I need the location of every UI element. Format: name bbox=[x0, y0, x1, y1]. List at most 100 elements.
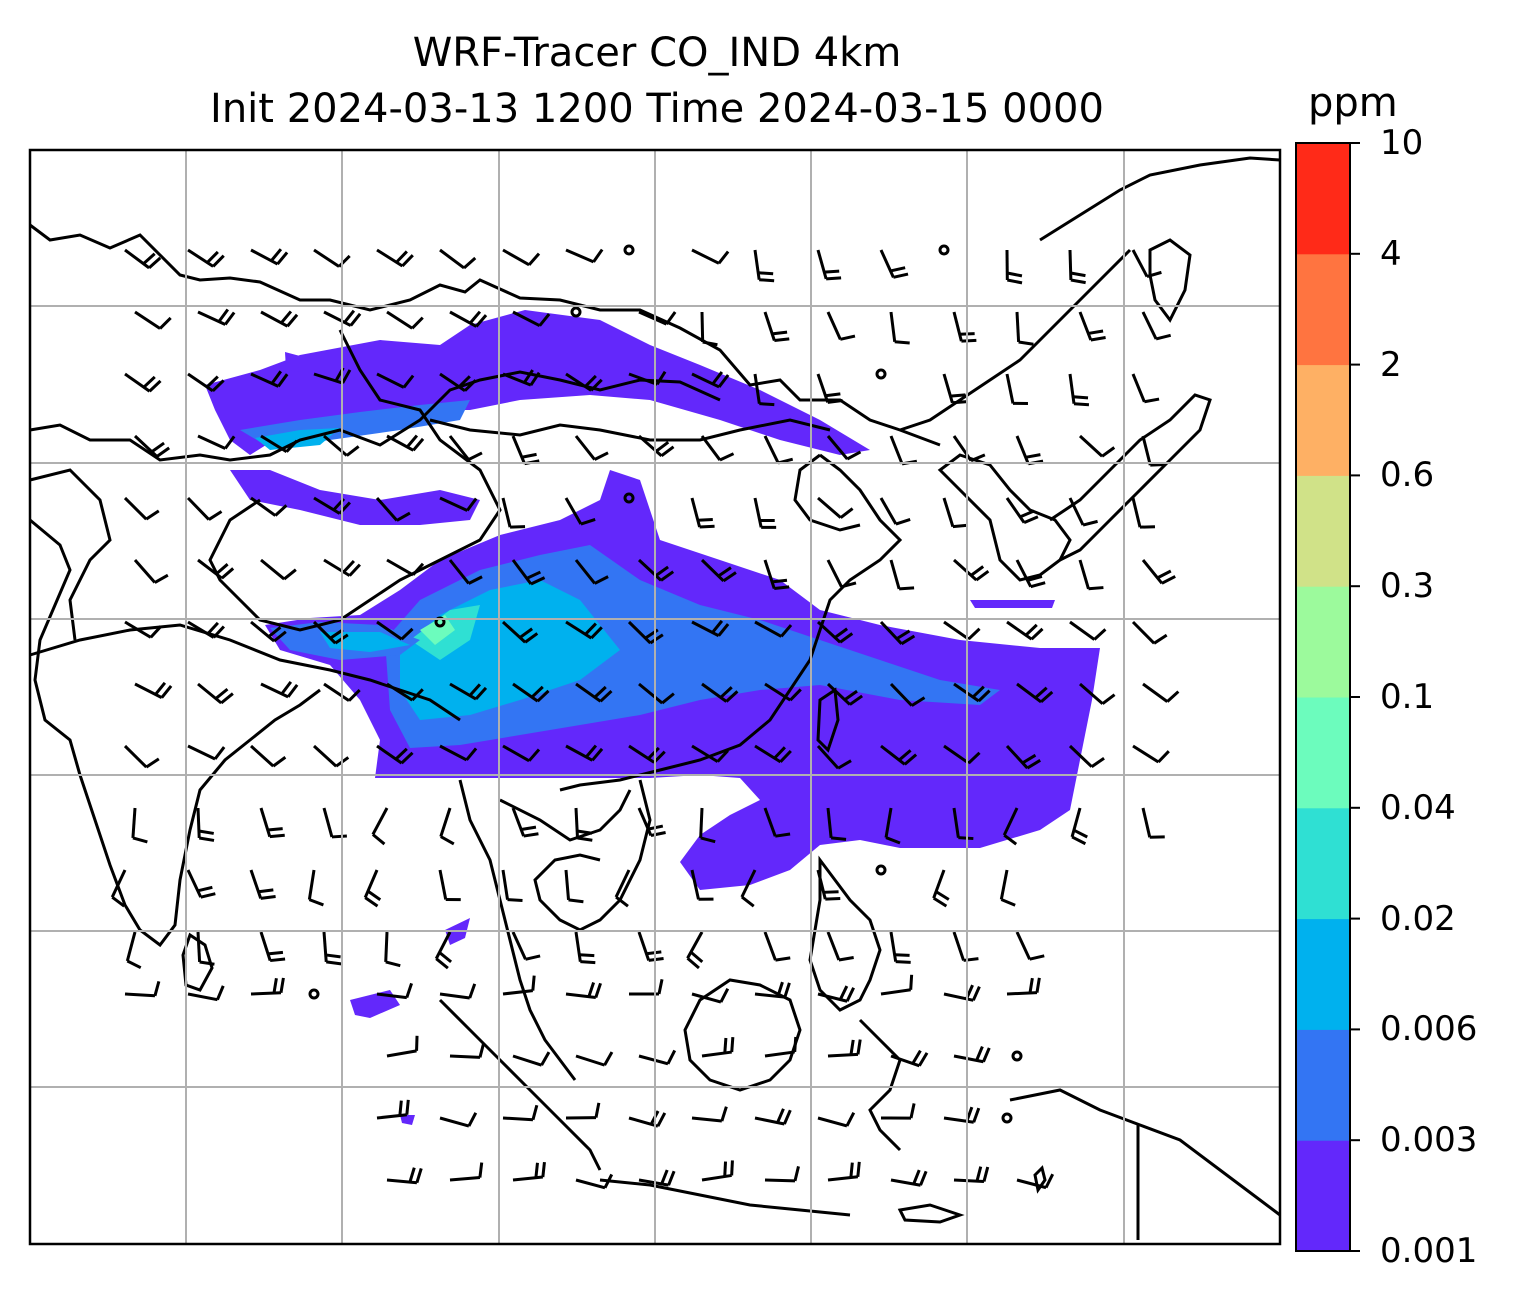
wind-barb bbox=[740, 869, 757, 908]
wind-barb bbox=[187, 248, 225, 268]
calm-wind-marker bbox=[308, 988, 320, 1000]
wind-barb bbox=[614, 869, 631, 908]
wind-barb bbox=[376, 372, 415, 389]
wind-barb bbox=[628, 370, 667, 386]
wind-barb bbox=[376, 1099, 410, 1120]
coast-india bbox=[29, 518, 321, 948]
plume-korea-streak bbox=[970, 600, 1055, 608]
wind-barb bbox=[1015, 435, 1044, 466]
wind-barb bbox=[637, 558, 675, 582]
wind-barb bbox=[322, 931, 342, 966]
wind-barb bbox=[133, 434, 171, 458]
wind-barb bbox=[1141, 311, 1172, 341]
wind-barb bbox=[386, 682, 424, 702]
wind-barb bbox=[384, 931, 401, 968]
coast-sumatra bbox=[438, 998, 602, 1171]
wind-barb bbox=[1005, 497, 1039, 525]
wind-barb bbox=[879, 249, 909, 279]
wind-barb bbox=[259, 931, 286, 963]
wind-barb bbox=[1005, 249, 1023, 285]
wind-barbs bbox=[110, 244, 1180, 1190]
coast-new-guinea bbox=[1009, 1088, 1281, 1217]
gridlines bbox=[30, 150, 1280, 1244]
wind-barb bbox=[753, 497, 777, 529]
wind-barb bbox=[879, 620, 916, 646]
wind-barb bbox=[700, 311, 718, 347]
wind-barb bbox=[124, 372, 162, 393]
wind-barb bbox=[952, 807, 974, 841]
wind-barb bbox=[889, 682, 926, 707]
wind-barb bbox=[439, 496, 478, 512]
wind-barb bbox=[952, 558, 990, 582]
coast-far-east bbox=[1039, 156, 1281, 242]
wind-barb bbox=[763, 311, 790, 342]
wind-barb bbox=[691, 371, 730, 389]
plume-north-band bbox=[205, 310, 870, 455]
wind-barb bbox=[565, 248, 604, 264]
wind-barb bbox=[260, 680, 299, 699]
plume-spc-spot bbox=[400, 1115, 415, 1125]
wind-barb bbox=[943, 1106, 981, 1124]
coast-far-east-2 bbox=[899, 248, 1132, 432]
wind-barb bbox=[691, 744, 729, 763]
colorbar-segment bbox=[1296, 1029, 1350, 1141]
calm-wind-marker bbox=[623, 492, 635, 504]
coast-java bbox=[599, 1178, 851, 1217]
wind-barb bbox=[943, 984, 981, 1002]
wind-barb bbox=[1078, 559, 1104, 591]
wind-barb bbox=[249, 869, 276, 900]
wind-barb bbox=[197, 434, 236, 450]
wind-barb bbox=[763, 931, 791, 962]
wind-barb bbox=[249, 744, 287, 768]
wind-barb bbox=[386, 310, 424, 330]
colorbar-segment bbox=[1296, 364, 1350, 476]
coast-timor bbox=[897, 1203, 965, 1224]
wind-barb bbox=[1070, 807, 1088, 846]
wind-barb bbox=[638, 1169, 676, 1187]
wind-barb bbox=[502, 369, 541, 387]
colorbar-tick-label: 10 bbox=[1380, 123, 1424, 163]
wind-barb bbox=[125, 931, 142, 970]
wind-barb bbox=[323, 682, 361, 702]
wind-barb bbox=[827, 1161, 861, 1182]
wind-barb bbox=[817, 985, 855, 1003]
coast-japan bbox=[1049, 393, 1212, 562]
wind-barb bbox=[1006, 620, 1044, 641]
wind-barb bbox=[307, 869, 324, 907]
wind-barb bbox=[1068, 249, 1086, 285]
wind-barb bbox=[827, 1039, 862, 1058]
wind-barb bbox=[448, 559, 483, 585]
wind-barb bbox=[1015, 311, 1034, 346]
wind-barb bbox=[1141, 559, 1176, 585]
colorbar-tick-label: 0.6 bbox=[1380, 455, 1435, 496]
wind-barb bbox=[754, 1108, 792, 1126]
wind-barb bbox=[575, 1051, 614, 1067]
wind-barb bbox=[890, 1169, 928, 1187]
wind-barb bbox=[512, 682, 550, 703]
wind-barb bbox=[880, 744, 918, 766]
wind-barb bbox=[1132, 744, 1170, 764]
wind-barb bbox=[565, 372, 603, 392]
wind-barb bbox=[701, 1036, 735, 1058]
coast-srilanka bbox=[181, 932, 214, 992]
wind-barb bbox=[511, 435, 540, 466]
wind-barb bbox=[565, 1102, 601, 1120]
wind-barb bbox=[565, 744, 604, 762]
wind-barb bbox=[124, 980, 161, 998]
wind-barb bbox=[690, 497, 715, 529]
colorbar-tick-label: 0.3 bbox=[1380, 566, 1435, 607]
wind-barb bbox=[943, 620, 981, 641]
wind-barb bbox=[1131, 373, 1160, 404]
calm-wind-marker bbox=[875, 368, 887, 380]
wind-barb bbox=[375, 497, 411, 522]
wind-barb bbox=[638, 1049, 677, 1066]
wind-barb bbox=[564, 497, 596, 526]
wind-barb bbox=[511, 931, 541, 961]
wind-barb bbox=[134, 681, 173, 699]
wind-barb bbox=[133, 559, 169, 584]
colorbar-tick-label: 0.003 bbox=[1380, 1120, 1478, 1161]
wind-barb bbox=[196, 931, 215, 966]
wind-barb bbox=[502, 975, 536, 996]
wind-barb bbox=[250, 370, 289, 388]
wind-barb bbox=[501, 620, 539, 644]
